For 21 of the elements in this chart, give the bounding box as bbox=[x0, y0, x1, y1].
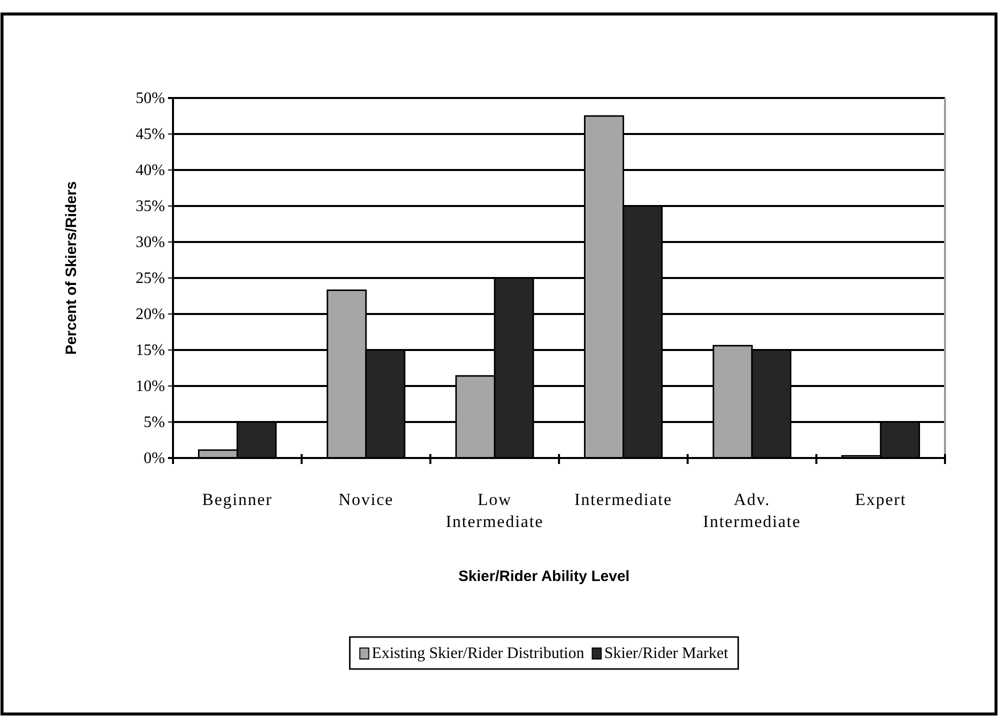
y-tick-label: 30% bbox=[136, 234, 165, 252]
y-tick-label: 5% bbox=[144, 414, 165, 432]
y-tick-label: 15% bbox=[136, 342, 165, 360]
x-axis-title: Skier/Rider Ability Level bbox=[458, 568, 630, 585]
y-tick-label: 10% bbox=[136, 378, 165, 396]
x-tick-label: Expert bbox=[855, 490, 906, 509]
y-tick-label: 40% bbox=[136, 162, 165, 180]
y-axis-title: Percent of Skiers/Riders bbox=[63, 181, 80, 355]
x-tick-label: Novice bbox=[338, 490, 394, 509]
legend-label: Skier/Rider Market bbox=[604, 645, 729, 662]
x-tick-label: Beginner bbox=[202, 490, 272, 509]
y-tick-label: 45% bbox=[136, 126, 165, 144]
y-tick-label: 50% bbox=[136, 90, 165, 108]
y-tick-label: 25% bbox=[136, 270, 165, 288]
x-tick-label: Intermediate bbox=[574, 490, 672, 509]
y-tick-label: 0% bbox=[144, 450, 165, 468]
y-tick-label: 35% bbox=[136, 198, 165, 216]
x-tick-label: Low Intermediate bbox=[446, 490, 544, 531]
y-tick-label: 20% bbox=[136, 306, 165, 324]
legend-label: Existing Skier/Rider Distribution bbox=[372, 645, 584, 662]
x-tick-label: Adv. Intermediate bbox=[703, 490, 801, 531]
